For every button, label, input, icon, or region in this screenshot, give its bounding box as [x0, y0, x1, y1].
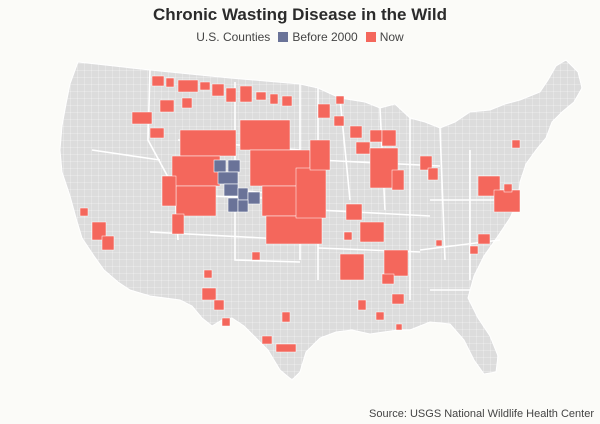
legend-label-counties: U.S. Counties: [196, 30, 271, 44]
legend-item-before-2000: Before 2000: [278, 30, 358, 44]
legend-swatch-now: [365, 32, 376, 42]
legend-label-now: Now: [379, 30, 404, 44]
legend-item-counties: U.S. Counties: [196, 30, 270, 44]
legend: U.S. Counties Before 2000 Now: [0, 30, 600, 44]
map-title: Chronic Wasting Disease in the Wild: [153, 5, 447, 24]
legend-swatch-before-2000: [278, 32, 289, 42]
legend-item-now: Now: [365, 30, 404, 44]
legend-label-before-2000: Before 2000: [292, 30, 358, 44]
before-2000-counties: [213, 159, 261, 213]
us-map-svg: [59, 59, 583, 381]
source-note: Source: USGS National Wildlife Health Ce…: [369, 408, 594, 420]
us-county-map: [40, 52, 600, 402]
now-counties: [79, 75, 521, 353]
